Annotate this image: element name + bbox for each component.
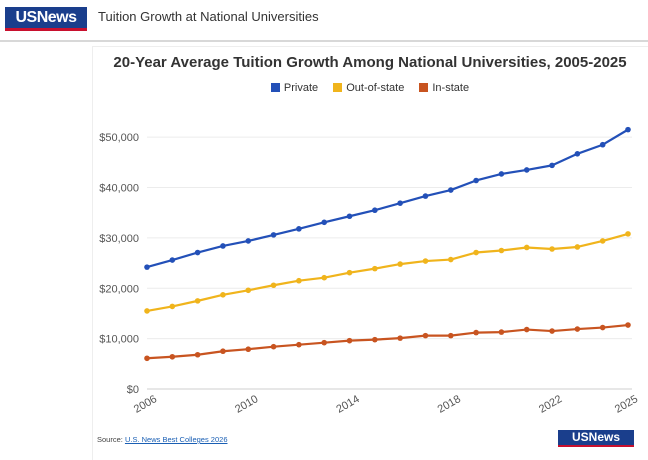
data-point-out-of-state [194, 298, 201, 304]
legend-item-private[interactable]: Private [270, 82, 319, 94]
legend-label-in-state: In-state [432, 82, 470, 94]
data-point-private [422, 193, 429, 199]
data-point-out-of-state [220, 292, 226, 298]
x-tick-label: 2022 [537, 393, 564, 416]
data-point-out-of-state [625, 231, 631, 237]
data-point-private [523, 167, 530, 173]
data-point-out-of-state [270, 282, 277, 289]
data-point-out-of-state [296, 277, 302, 284]
data-point-out-of-state [321, 274, 328, 281]
data-point-private [574, 151, 581, 157]
data-point-in-state [422, 332, 429, 339]
usnews-logo[interactable]: USNews [5, 7, 87, 31]
page-title: Tuition Growth at National Universities [98, 9, 319, 24]
source-note: Source: U.S. News Best Colleges 2026 [97, 435, 228, 444]
x-tick-label: 2006 [132, 393, 159, 416]
source-link[interactable]: U.S. News Best Colleges 2026 [124, 435, 228, 444]
series-line-out-of-state [146, 232, 629, 313]
x-tick-label: 2025 [613, 393, 640, 416]
data-point-in-state [473, 329, 479, 336]
legend-swatch-out-of-state [333, 83, 343, 92]
data-point-private [549, 162, 555, 169]
data-point-private [144, 264, 150, 270]
series-line-in-state [146, 323, 629, 360]
data-point-in-state [245, 346, 252, 353]
y-tick-label: $50,000 [99, 132, 139, 144]
page-header: USNews Tuition Growth at National Univer… [0, 0, 648, 42]
data-point-out-of-state [447, 256, 454, 263]
data-point-in-state [574, 326, 581, 332]
data-point-in-state [296, 341, 302, 348]
data-point-in-state [194, 351, 201, 358]
chart-legend: Private Out-of-state In-state [92, 82, 648, 94]
data-point-in-state [220, 348, 226, 355]
data-point-out-of-state [346, 269, 353, 276]
data-point-private [194, 249, 201, 256]
data-point-private [473, 177, 479, 184]
data-point-in-state [346, 337, 353, 344]
source-prefix: Source: [97, 435, 125, 444]
data-point-private [321, 219, 328, 226]
data-point-in-state [625, 322, 631, 328]
data-point-private [169, 257, 176, 263]
data-point-private [346, 213, 353, 220]
y-tick-label: $40,000 [99, 183, 139, 195]
data-point-private [498, 171, 505, 177]
legend-swatch-private [270, 83, 280, 92]
data-point-in-state [169, 353, 176, 360]
series-line-private [146, 128, 629, 269]
x-tick-label: 2018 [436, 393, 463, 416]
legend-item-in-state[interactable]: In-state [419, 82, 469, 94]
data-point-out-of-state [473, 249, 479, 256]
y-tick-label: $10,000 [99, 334, 139, 346]
data-point-out-of-state [422, 258, 429, 264]
data-point-private [397, 200, 403, 206]
legend-swatch-in-state [419, 83, 429, 92]
legend-item-out-of-state[interactable]: Out-of-state [333, 82, 404, 94]
chart-panel [92, 46, 648, 460]
data-point-private [447, 187, 454, 193]
data-point-private [270, 232, 277, 238]
data-point-in-state [523, 326, 530, 333]
data-point-out-of-state [498, 247, 505, 254]
y-tick-label: $20,000 [99, 283, 139, 295]
legend-label-private: Private [283, 82, 319, 94]
data-point-out-of-state [245, 287, 252, 294]
x-tick-label: 2010 [233, 393, 260, 416]
data-point-out-of-state [574, 244, 581, 250]
data-point-private [625, 126, 631, 133]
usnews-footer-logo: USNews [558, 430, 634, 447]
data-point-private [220, 243, 226, 249]
data-point-in-state [397, 335, 403, 341]
data-point-in-state [498, 329, 505, 335]
data-point-private [296, 226, 302, 232]
data-point-in-state [270, 343, 277, 350]
data-point-out-of-state [169, 303, 176, 310]
data-point-in-state [599, 324, 606, 331]
chart-title: 20-Year Average Tuition Growth Among Nat… [113, 54, 627, 71]
legend-label-out-of-state: Out-of-state [346, 82, 405, 94]
data-point-private [599, 141, 606, 148]
data-point-in-state [321, 339, 328, 346]
data-point-private [245, 238, 252, 244]
data-point-out-of-state [372, 265, 378, 272]
data-point-out-of-state [523, 244, 530, 251]
data-point-out-of-state [549, 246, 555, 252]
data-point-out-of-state [599, 238, 606, 244]
data-point-in-state [144, 355, 150, 362]
data-point-out-of-state [397, 261, 403, 267]
data-point-out-of-state [144, 308, 150, 314]
data-point-in-state [549, 328, 555, 334]
y-tick-label: $0 [127, 384, 139, 396]
x-tick-label: 2014 [334, 393, 361, 416]
data-point-in-state [447, 332, 454, 339]
data-point-private [372, 207, 378, 214]
y-tick-label: $30,000 [99, 233, 139, 245]
data-point-in-state [372, 336, 378, 343]
